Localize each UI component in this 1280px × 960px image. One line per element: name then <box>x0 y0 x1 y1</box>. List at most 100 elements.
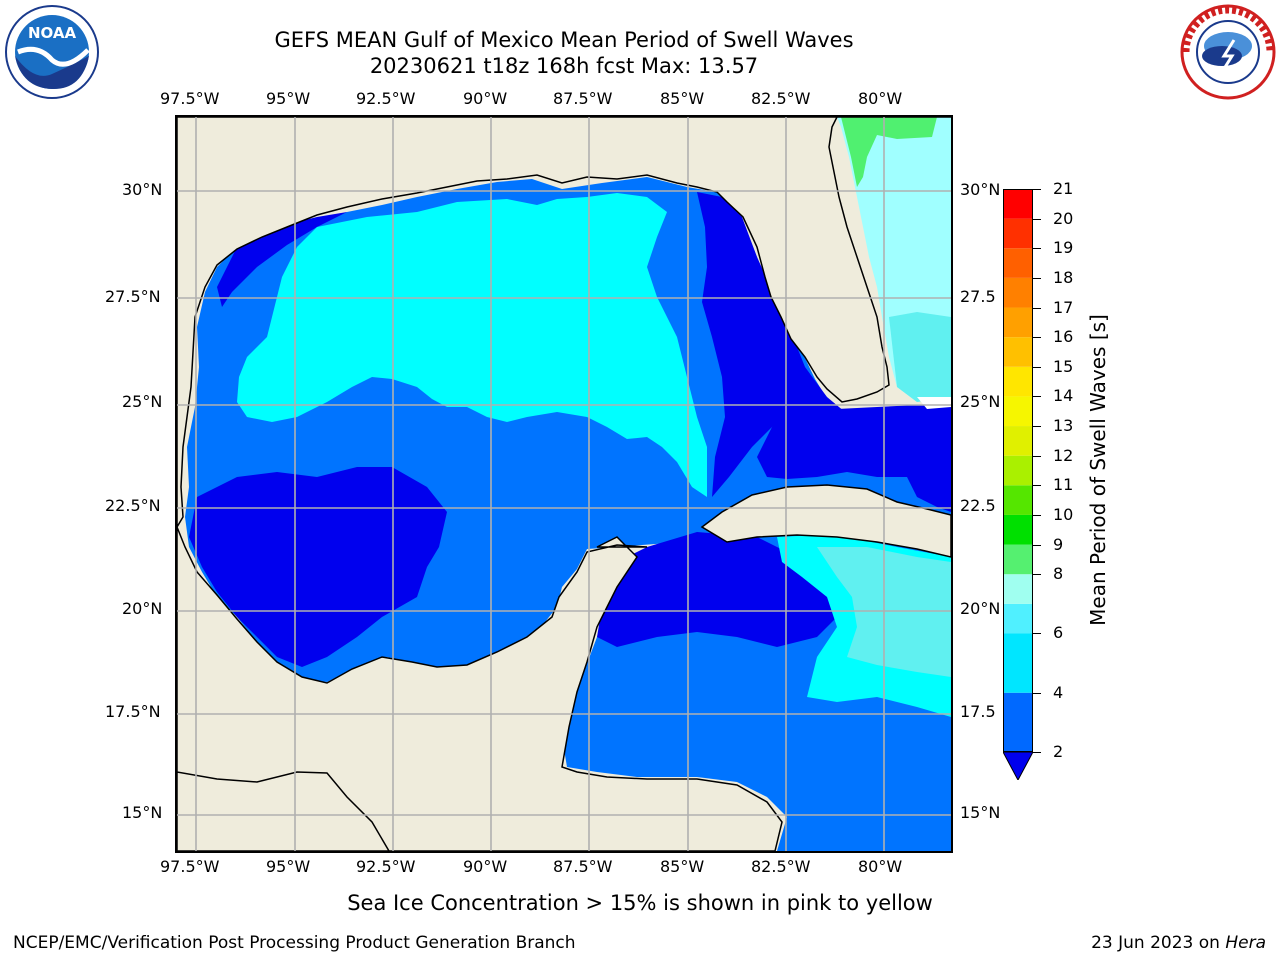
colorbar-tick-mark <box>1033 337 1041 339</box>
colorbar-tick-mark <box>1033 426 1041 428</box>
colorbar-segment <box>1003 603 1033 634</box>
colorbar-segment <box>1003 485 1033 515</box>
colorbar <box>1003 189 1033 752</box>
colorbar-tick-mark <box>1033 633 1041 635</box>
colorbar-tick-label: 6 <box>1053 623 1064 643</box>
lat-tick-right: 15°N <box>960 803 1001 822</box>
colorbar-segment <box>1003 366 1033 397</box>
noaa-logo: NOAA <box>5 5 99 99</box>
colorbar-segment <box>1003 248 1033 278</box>
colorbar-tick-label: 11 <box>1053 475 1074 495</box>
lat-tick-left: 25°N <box>122 392 163 411</box>
colorbar-tick-label: 16 <box>1053 327 1074 347</box>
sea-ice-note: Sea Ice Concentration > 15% is shown in … <box>347 891 933 915</box>
colorbar-tick-mark <box>1033 752 1041 753</box>
colorbar-tick-label: 14 <box>1053 386 1074 406</box>
map-gridlines <box>177 117 951 851</box>
colorbar-tick-mark <box>1033 248 1041 250</box>
us-gulf-coast <box>177 117 951 529</box>
colorbar-tick-mark <box>1033 692 1041 694</box>
map-title: GEFS MEAN Gulf of Mexico Mean Period of … <box>274 28 854 52</box>
lat-tick-right: 22.5 <box>960 496 996 515</box>
colorbar-segment <box>1003 574 1033 604</box>
caribbean-shallow-period <box>597 532 837 647</box>
lon-tick-top: 90°W <box>463 89 508 108</box>
lon-tick-bottom: 82.5°W <box>751 857 811 876</box>
lon-tick-top: 82.5°W <box>751 89 811 108</box>
footer-date-text: 23 Jun 2023 on <box>1091 933 1226 953</box>
atlantic-period-10 <box>841 117 937 187</box>
nws-logo <box>1180 4 1276 100</box>
colorbar-tick-mark <box>1033 574 1041 576</box>
colorbar-segment <box>1003 189 1033 219</box>
colorbar-tick-mark <box>1033 189 1041 190</box>
colorbar-segment <box>1003 277 1033 308</box>
lon-tick-top: 85°W <box>660 89 705 108</box>
footer-date: 23 Jun 2023 on Hera <box>1091 933 1266 953</box>
lat-tick-left: 22.5°N <box>105 496 161 515</box>
lat-tick-left: 27.5°N <box>105 287 161 306</box>
gulf-shallow-period-north <box>217 212 347 307</box>
lat-tick-right: 20°N <box>960 599 1001 618</box>
colorbar-tick-label: 12 <box>1053 445 1074 465</box>
colorbar-segment <box>1003 396 1033 427</box>
footer-producer: NCEP/EMC/Verification Post Processing Pr… <box>13 933 576 953</box>
colorbar-tick-mark <box>1033 396 1041 398</box>
colorbar-tick-label: 17 <box>1053 297 1074 317</box>
colorbar-tick-label: 2 <box>1053 742 1064 761</box>
noaa-logo-text: NOAA <box>28 24 77 42</box>
colorbar-under-extension <box>1003 752 1033 780</box>
colorbar-tick-mark <box>1033 485 1041 487</box>
colorbar-segment <box>1003 455 1033 486</box>
colorbar-tick-label: 20 <box>1053 208 1074 228</box>
gulf-shallow-period-west <box>189 467 447 667</box>
colorbar-segment <box>1003 426 1033 456</box>
colorbar-tick-mark <box>1033 277 1041 279</box>
lon-tick-bottom: 90°W <box>463 857 508 876</box>
colorbar-segment <box>1003 514 1033 545</box>
lon-tick-top: 87.5°W <box>553 89 613 108</box>
lat-tick-left: 15°N <box>122 803 163 822</box>
colorbar-tick-mark <box>1033 514 1041 516</box>
lon-tick-bottom: 87.5°W <box>553 857 613 876</box>
colorbar-tick-label: 10 <box>1053 504 1074 524</box>
colorbar-tick-label: 13 <box>1053 416 1074 436</box>
lat-tick-right: 27.5 <box>960 287 996 306</box>
lon-tick-top: 80°W <box>858 89 903 108</box>
florida-straits-shallow <box>757 405 951 512</box>
swell-period-map <box>177 117 951 851</box>
lon-tick-bottom: 92.5°W <box>356 857 416 876</box>
lat-tick-left: 20°N <box>122 599 163 618</box>
white-mask-florida-keys <box>917 397 951 409</box>
lon-tick-bottom: 95°W <box>266 857 311 876</box>
lat-tick-right: 30°N <box>960 180 1001 199</box>
lon-tick-top: 97.5°W <box>160 89 220 108</box>
colorbar-tick-label: 4 <box>1053 682 1064 702</box>
colorbar-tick-mark <box>1033 307 1041 309</box>
colorbar-segment <box>1003 337 1033 367</box>
colorbar-tick-label: 21 <box>1053 179 1074 198</box>
colorbar-label: Mean Period of Swell Waves [s] <box>1086 314 1110 626</box>
colorbar-tick-label: 19 <box>1053 238 1074 258</box>
map-subtitle: 20230621 t18z 168h fcst Max: 13.57 <box>369 54 759 78</box>
colorbar-tick-mark <box>1033 366 1041 368</box>
colorbar-tick-label: 9 <box>1053 534 1064 554</box>
map-panel <box>175 115 953 853</box>
lon-tick-top: 92.5°W <box>356 89 416 108</box>
colorbar-segment <box>1003 544 1033 575</box>
colorbar-tick-mark <box>1033 455 1041 457</box>
atlantic-period-8 <box>889 312 951 402</box>
lat-tick-left: 30°N <box>122 180 163 199</box>
colorbar-segment <box>1003 692 1033 752</box>
lon-tick-bottom: 80°W <box>858 857 903 876</box>
footer-host: Hera <box>1225 933 1266 953</box>
lat-tick-right: 17.5 <box>960 702 996 721</box>
cuba <box>700 484 951 558</box>
colorbar-tick-label: 18 <box>1053 267 1074 287</box>
lat-tick-left: 17.5°N <box>105 702 161 721</box>
colorbar-segment <box>1003 218 1033 249</box>
lon-tick-bottom: 97.5°W <box>160 857 220 876</box>
colorbar-tick-label: 8 <box>1053 564 1064 584</box>
mexico-coast <box>177 526 783 851</box>
lon-tick-top: 95°W <box>266 89 311 108</box>
